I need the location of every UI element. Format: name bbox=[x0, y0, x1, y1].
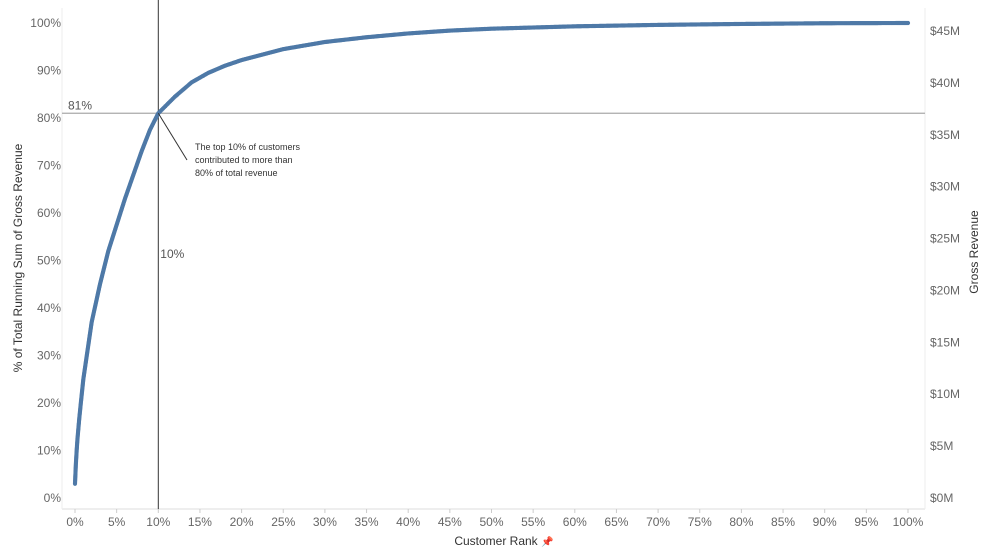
y-left-tick-label: 70% bbox=[37, 159, 61, 173]
y-right-axis-title: Gross Revenue bbox=[967, 210, 981, 294]
annotation-leader-line bbox=[157, 112, 188, 161]
y-left-tick-label: 60% bbox=[37, 206, 61, 220]
x-tick-label: 55% bbox=[521, 515, 545, 529]
y-right-tick-label: $5M bbox=[930, 439, 953, 453]
y-right-axis-ticks: $0M $5M $10M $15M $20M $25M $30M $35M $40M $45M bbox=[930, 24, 960, 505]
x-tick-label: 85% bbox=[771, 515, 795, 529]
annotation: The top 10% of customers contributed to m… bbox=[157, 112, 301, 178]
y-left-tick-label: 80% bbox=[37, 111, 61, 125]
y-left-tick-label: 40% bbox=[37, 301, 61, 315]
x-tick-label: 30% bbox=[313, 515, 337, 529]
x-tick-label: 0% bbox=[66, 515, 84, 529]
annotation-text-line: The top 10% of customers bbox=[195, 142, 301, 152]
x-tick-label: 40% bbox=[396, 515, 420, 529]
x-tick-label: 25% bbox=[271, 515, 295, 529]
y-right-tick-label: $30M bbox=[930, 180, 960, 194]
plot-area bbox=[61, 8, 926, 510]
x-tick-label: 80% bbox=[729, 515, 753, 529]
pin-icon[interactable]: 📌 bbox=[541, 535, 554, 548]
x-tick-label: 100% bbox=[893, 515, 924, 529]
x-tick-label: 20% bbox=[230, 515, 254, 529]
reference-lines: 81% 10% bbox=[62, 0, 925, 509]
x-tick-label: 70% bbox=[646, 515, 670, 529]
y-right-tick-label: $10M bbox=[930, 387, 960, 401]
x-tick-label: 50% bbox=[479, 515, 503, 529]
y-left-tick-label: 50% bbox=[37, 254, 61, 268]
y-right-tick-label: $25M bbox=[930, 232, 960, 246]
y-left-tick-label: 100% bbox=[30, 16, 61, 30]
y-left-axis-ticks: 0% 10% 20% 30% 40% 50% 60% 70% 80% 90% 100% bbox=[30, 16, 61, 505]
x-tick-label: 65% bbox=[604, 515, 628, 529]
x-tick-label: 15% bbox=[188, 515, 212, 529]
y-left-tick-label: 90% bbox=[37, 64, 61, 78]
y-right-tick-label: $40M bbox=[930, 76, 960, 90]
annotation-text-line: contributed to more than bbox=[195, 155, 293, 165]
x-tick-label: 95% bbox=[854, 515, 878, 529]
data-marks bbox=[72, 20, 911, 486]
x-axis-ticks: 0% 5% 10% 15% 20% 25% 30% 35% 40% 45% 50% 55% 60% 65%… bbox=[66, 509, 924, 529]
y-right-tick-label: $15M bbox=[930, 335, 960, 349]
y-right-tick-label: $20M bbox=[930, 283, 960, 297]
x-tick-label: 75% bbox=[688, 515, 712, 529]
x-tick-label: 45% bbox=[438, 515, 462, 529]
y-right-tick-label: $45M bbox=[930, 24, 960, 38]
y-left-tick-label: 10% bbox=[37, 444, 61, 458]
y-left-tick-label: 30% bbox=[37, 349, 61, 363]
x-tick-label: 90% bbox=[813, 515, 837, 529]
y-left-tick-label: 20% bbox=[37, 396, 61, 410]
reference-line-horizontal-label: 81% bbox=[68, 98, 92, 112]
x-axis-title: Customer Rank bbox=[454, 534, 538, 548]
x-tick-label: 10% bbox=[146, 515, 170, 529]
reference-line-vertical-label: 10% bbox=[160, 247, 184, 261]
y-right-tick-label: $0M bbox=[930, 491, 953, 505]
x-tick-label: 35% bbox=[355, 515, 379, 529]
y-right-tick-label: $35M bbox=[930, 128, 960, 142]
x-tick-label: 5% bbox=[108, 515, 126, 529]
annotation-text-line: 80% of total revenue bbox=[195, 168, 278, 178]
data-point bbox=[905, 20, 911, 26]
y-left-axis-title: % of Total Running Sum of Gross Revenue bbox=[11, 143, 25, 372]
x-tick-label: 60% bbox=[563, 515, 587, 529]
y-left-tick-label: 0% bbox=[44, 491, 62, 505]
